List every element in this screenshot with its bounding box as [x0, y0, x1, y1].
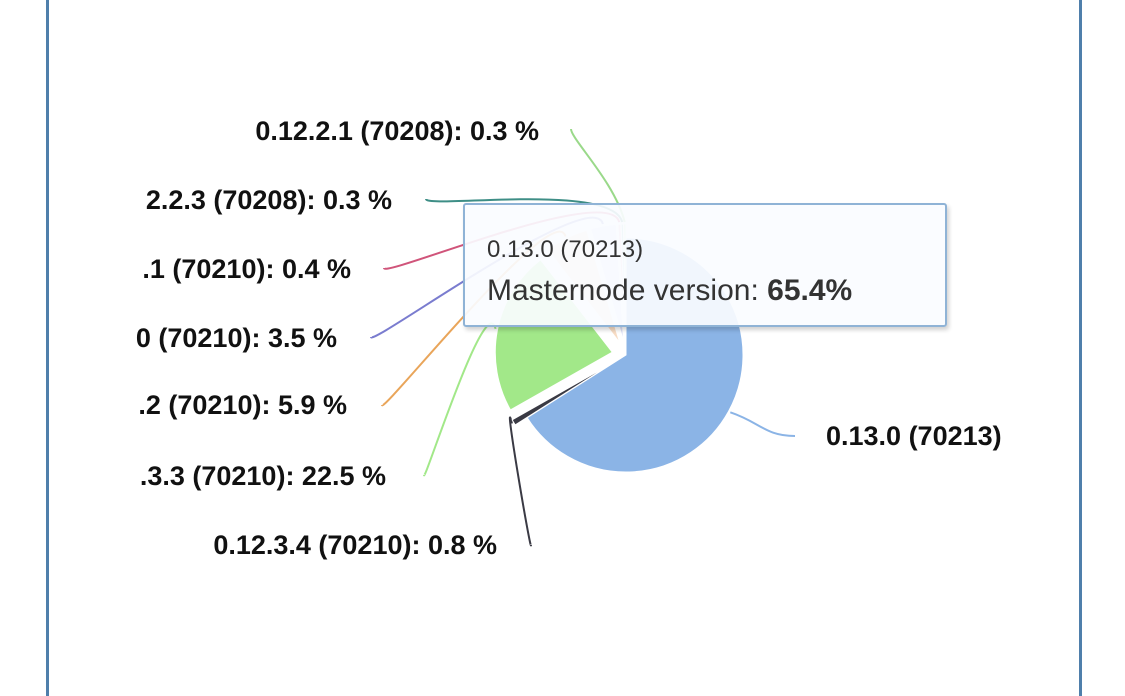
slice-data-label: 0 (70210): 3.5 %	[136, 323, 337, 353]
tooltip-value-line: Masternode version: 65.4%	[487, 271, 945, 311]
slice-connector-line	[423, 322, 497, 477]
tooltip-value: 65.4%	[767, 274, 853, 307]
slice-data-label: .3.3 (70210): 22.5 %	[140, 461, 386, 491]
pie-slice[interactable]	[511, 361, 615, 426]
slice-data-label: .1 (70210): 0.4 %	[142, 254, 351, 284]
tooltip-series-label: Masternode version:	[487, 274, 768, 307]
chart-tooltip: 0.13.0 (70213) Masternode version: 65.4%	[463, 203, 947, 327]
slice-connector-line	[729, 411, 796, 437]
slice-data-label: 0.12.2.1 (70208): 0.3 %	[255, 116, 539, 146]
slice-connector-line	[508, 416, 532, 547]
slice-data-label: 0.13.0 (70213)	[826, 421, 1002, 451]
slice-data-label: .2 (70210): 5.9 %	[138, 390, 347, 420]
pie-chart: 0.13.0 (70213) 0.12.3.4 (70210): 0.8 % .3.…	[136, 116, 1002, 560]
slice-data-label: 2.2.3 (70208): 0.3 %	[146, 185, 392, 215]
pie-chart-svg: 0.13.0 (70213) 0.12.3.4 (70210): 0.8 % .3.…	[136, 116, 1002, 560]
slice-data-label: 0.12.3.4 (70210): 0.8 %	[213, 530, 497, 560]
tooltip-category: 0.13.0 (70213)	[487, 236, 644, 263]
